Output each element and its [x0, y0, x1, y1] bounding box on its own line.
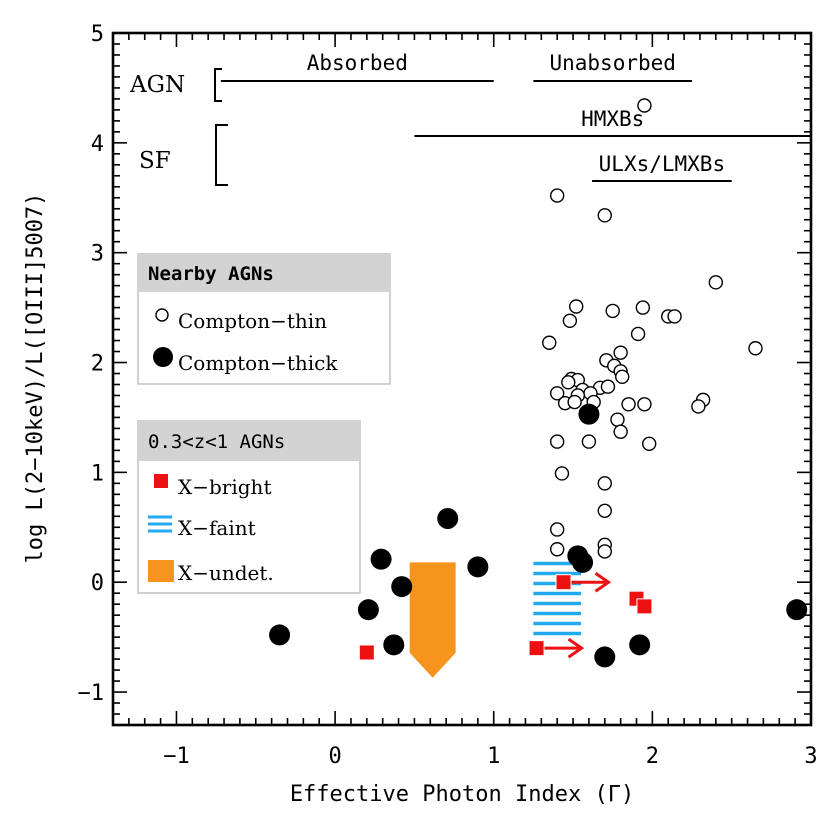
x-tick-label: 3	[804, 744, 817, 769]
compton-thick-point	[467, 556, 489, 578]
sf-bracket	[215, 124, 228, 186]
legend-compton-thick-label: Compton−thick	[178, 351, 338, 375]
compton-thin-point	[597, 208, 612, 223]
x-tick-label: −1	[163, 744, 190, 769]
absorbed-label: Absorbed	[307, 51, 408, 75]
legend-compton-thick-marker	[153, 347, 173, 367]
legend-x-bright-marker	[154, 474, 168, 488]
data-points	[269, 98, 808, 678]
x-tick-label: 2	[646, 744, 659, 769]
x-tick-label: 0	[328, 744, 341, 769]
compton-thin-point	[613, 424, 628, 439]
x-bright-point	[358, 644, 375, 661]
compton-thin-point	[561, 375, 576, 390]
y-tick-label: 3	[91, 242, 104, 267]
plot-frame	[111, 31, 813, 727]
y-tick-label: 5	[91, 22, 104, 47]
y-tick-label: 2	[91, 352, 104, 377]
unabsorbed-label: Unabsorbed	[549, 51, 675, 75]
compton-thick-point	[437, 507, 459, 529]
compton-thick-point	[594, 646, 616, 668]
x-undet-arrow	[409, 562, 456, 678]
legend-x-faint-marker	[148, 515, 172, 533]
compton-thin-point	[597, 503, 612, 519]
sf-label: SF	[139, 148, 171, 174]
compton-thin-point	[567, 394, 582, 410]
compton-thin-point	[621, 397, 636, 412]
legend-z: 0.3<z<1 AGNs X−bright X−faint X−undet.	[137, 420, 361, 594]
x-bright-point	[555, 574, 572, 591]
compton-thin-point	[630, 326, 646, 342]
compton-thin-point	[610, 412, 625, 427]
compton-thick-point	[370, 548, 392, 570]
compton-thin-point	[605, 303, 620, 319]
legend-nearby-title: Nearby AGNs	[148, 263, 274, 285]
compton-thin-point	[549, 434, 565, 449]
legend-nearby: Nearby AGNs Compton−thin Compton−thick	[137, 253, 391, 385]
x-axis-label: Effective Photon Index (Γ)	[290, 782, 634, 807]
compton-thin-point	[542, 335, 557, 350]
hmxbs-label: HMXBs	[581, 107, 644, 131]
compton-thick-point	[572, 551, 594, 573]
compton-thin-point	[748, 341, 763, 356]
compton-thin-point	[641, 436, 657, 452]
compton-thin-point	[554, 466, 570, 481]
x-bright-arrow-head	[567, 637, 585, 659]
x-tick-label: 1	[487, 744, 500, 769]
agn-bracket	[214, 68, 222, 102]
compton-thin-point	[549, 522, 565, 537]
compton-thin-point	[562, 313, 578, 328]
legend-x-undet-label: X−undet.	[178, 561, 274, 585]
ulxs-label: ULXs/LMXBs	[599, 152, 725, 176]
compton-thin-point	[667, 309, 682, 324]
compton-thin-point	[691, 399, 706, 414]
compton-thick-point	[383, 634, 405, 656]
compton-thin-point	[613, 345, 628, 360]
compton-thin-point	[549, 386, 565, 401]
compton-thin-point	[637, 397, 652, 412]
legend-compton-thin-marker	[155, 308, 169, 322]
compton-thin-point	[635, 300, 651, 315]
x-bright-point	[636, 598, 653, 615]
compton-thin-point	[569, 299, 584, 314]
compton-thick-point	[269, 624, 291, 646]
legend-x-undet-marker	[148, 560, 174, 582]
legend-compton-thin-label: Compton−thin	[178, 309, 327, 333]
compton-thick-point	[629, 634, 651, 656]
y-tick-label: 4	[91, 132, 104, 157]
agn-label: AGN	[129, 72, 185, 98]
compton-thick-point	[391, 576, 413, 598]
legend-z-header	[138, 421, 360, 461]
compton-thin-point	[581, 434, 597, 449]
x-bright-point	[528, 640, 545, 657]
compton-thick-point	[786, 599, 808, 621]
y-tick-label: 1	[91, 461, 104, 486]
compton-thin-point	[597, 476, 612, 491]
compton-thin-point	[708, 275, 724, 290]
compton-thin-point	[597, 544, 612, 559]
y-axis-label: log L(2−10keV)/L([OIII]5007)	[23, 193, 48, 564]
legend-nearby-header	[138, 254, 390, 292]
compton-thin-point	[637, 98, 652, 113]
legend-z-title: 0.3<z<1 AGNs	[148, 431, 285, 453]
compton-thin-point	[549, 188, 565, 203]
compton-thin-point	[549, 542, 565, 557]
compton-thick-point	[357, 599, 379, 621]
compton-thin-point	[600, 379, 616, 394]
y-tick-label: 0	[91, 571, 104, 596]
y-tick-label: −1	[78, 681, 105, 706]
legend-x-faint-label: X−faint	[178, 516, 256, 540]
compton-thick-point	[578, 403, 600, 425]
legend-x-bright-label: X−bright	[178, 475, 271, 499]
compton-thin-point	[615, 369, 630, 385]
x-bright-arrow-head	[594, 571, 612, 593]
